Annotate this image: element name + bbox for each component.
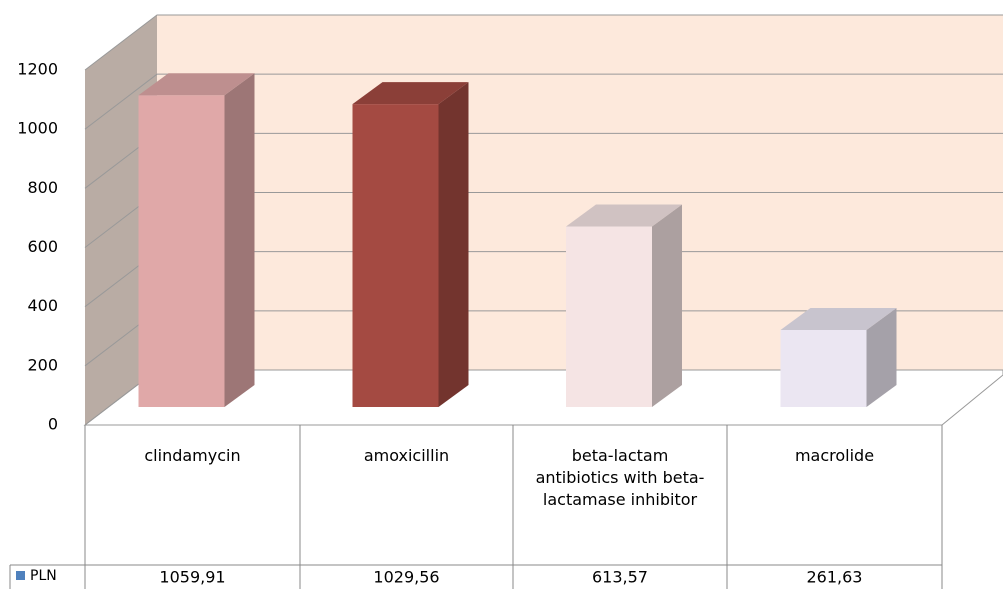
y-tick-label: 1000 xyxy=(17,119,58,138)
bar xyxy=(352,82,469,408)
bar xyxy=(138,73,255,407)
x-tick-label: amoxicillin xyxy=(363,446,450,465)
bar xyxy=(566,204,682,407)
y-tick-label: 1200 xyxy=(17,60,58,79)
y-tick-label: 400 xyxy=(27,296,58,315)
bar-side xyxy=(438,82,469,408)
bar-top xyxy=(138,73,255,96)
value-label: 613,57 xyxy=(592,568,648,587)
y-tick-label: 0 xyxy=(48,415,58,434)
grid-line xyxy=(84,73,1003,130)
bar-front xyxy=(566,226,652,407)
x-tick-label: beta-lactam antibiotics with beta-lactam… xyxy=(535,446,705,509)
bar-top xyxy=(352,82,469,105)
legend-label: PLN xyxy=(30,568,57,584)
value-label: 261,63 xyxy=(807,568,863,587)
bar-top xyxy=(780,308,897,331)
bar xyxy=(780,308,897,407)
legend-swatch xyxy=(16,571,25,580)
y-tick-label: 200 xyxy=(27,355,58,374)
bar-side xyxy=(652,204,682,407)
bar-front xyxy=(780,330,867,407)
bar-side xyxy=(224,73,255,407)
bar-front xyxy=(138,95,225,407)
y-tick-label: 800 xyxy=(27,178,58,197)
y-tick-label: 600 xyxy=(27,237,58,256)
value-label: 1059,91 xyxy=(159,568,225,587)
bar-side xyxy=(866,308,897,407)
x-tick-label: clindamycin xyxy=(144,446,241,465)
bar-top xyxy=(566,204,682,227)
value-label: 1029,56 xyxy=(373,568,439,587)
bar-front xyxy=(352,104,439,408)
x-tick-label: macrolide xyxy=(794,446,875,465)
grid-line xyxy=(84,14,1003,71)
